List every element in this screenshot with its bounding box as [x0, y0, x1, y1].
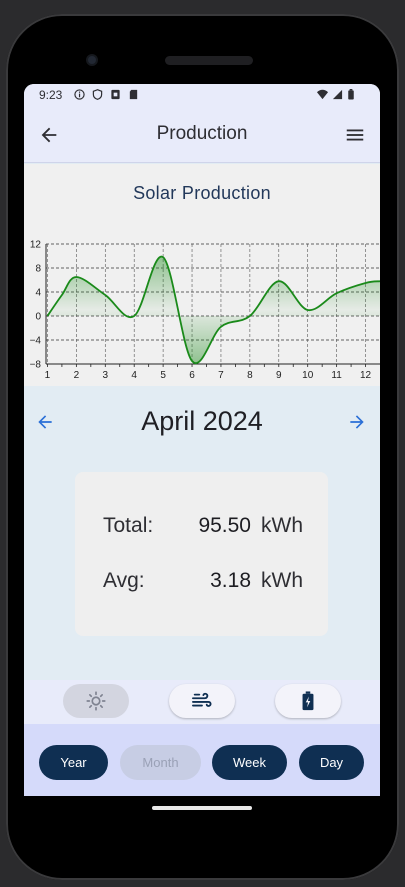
day-button[interactable]: Day	[299, 745, 364, 780]
sun-icon	[86, 691, 106, 711]
x-tick-label: 6	[189, 370, 195, 381]
summary-card: Total: 95.50 kWh Avg: 3.18 kWh	[75, 472, 328, 636]
x-tick-label: 10	[302, 370, 314, 381]
total-unit: kWh	[261, 514, 303, 537]
arrow-back-icon[interactable]	[38, 124, 60, 146]
x-tick-label: 9	[276, 370, 282, 381]
wind-tab[interactable]	[169, 684, 235, 718]
earpiece-speaker	[165, 56, 253, 65]
y-tick-label: 0	[35, 312, 41, 323]
battery-tab[interactable]	[275, 684, 341, 718]
y-tick-label: 4	[35, 288, 41, 299]
period-label: April 2024	[141, 406, 263, 436]
solar-tab[interactable]	[63, 684, 129, 718]
period-navigator: April 2024	[24, 386, 380, 456]
series-area	[47, 256, 380, 364]
x-tick-label: 11	[331, 370, 342, 381]
x-tick-label: 12	[360, 370, 372, 381]
battery-charging-icon	[302, 691, 314, 711]
x-tick-label: 5	[160, 370, 166, 381]
arrow-right-icon[interactable]	[346, 412, 368, 432]
signal-icon	[332, 89, 343, 100]
series-line	[46, 255, 380, 365]
x-tick-label: 8	[247, 370, 253, 381]
x-tick-label: 2	[74, 370, 80, 381]
x-tick-label: 4	[131, 370, 137, 381]
home-indicator[interactable]	[152, 806, 252, 810]
production-chart: Solar Production 12 8 4 0 −4 −8 1 2 3 4 5 6 7 8 9 10 11 1…	[24, 164, 380, 386]
status-time: 9:23	[39, 88, 63, 102]
page-title: Production	[156, 123, 248, 144]
sd-card-icon	[129, 89, 138, 100]
hamburger-menu-icon[interactable]	[344, 124, 366, 146]
avg-unit: kWh	[261, 569, 303, 592]
avg-value: 3.18	[210, 569, 251, 592]
x-tick-label: 7	[218, 370, 224, 381]
week-button[interactable]: Week	[212, 745, 287, 780]
range-selector: Year Month Week Day	[24, 724, 380, 796]
app-bar: Production	[24, 106, 380, 163]
total-value: 95.50	[198, 514, 251, 537]
x-tick-label: 3	[103, 370, 109, 381]
chart-title: Solar Production	[133, 183, 271, 203]
sim-icon	[111, 89, 120, 100]
y-tick-label: −4	[30, 336, 42, 347]
battery-icon	[348, 89, 354, 100]
info-icon	[74, 89, 85, 100]
shield-icon	[92, 89, 103, 100]
wind-icon	[192, 692, 212, 707]
status-bar: 9:23	[24, 84, 380, 106]
arrow-left-icon[interactable]	[34, 412, 56, 432]
app-screen: 9:23 Production	[24, 84, 380, 796]
source-tab-bar	[24, 680, 380, 724]
total-label: Total:	[103, 514, 154, 537]
y-tick-label: 8	[35, 264, 41, 275]
year-button[interactable]: Year	[39, 745, 108, 780]
x-tick-label: 1	[45, 370, 51, 381]
y-tick-label: 12	[30, 240, 42, 251]
front-camera	[86, 54, 98, 66]
y-tick-label: −8	[30, 360, 42, 371]
wifi-icon	[317, 89, 328, 100]
avg-label: Avg:	[103, 569, 145, 592]
month-button[interactable]: Month	[120, 745, 201, 780]
